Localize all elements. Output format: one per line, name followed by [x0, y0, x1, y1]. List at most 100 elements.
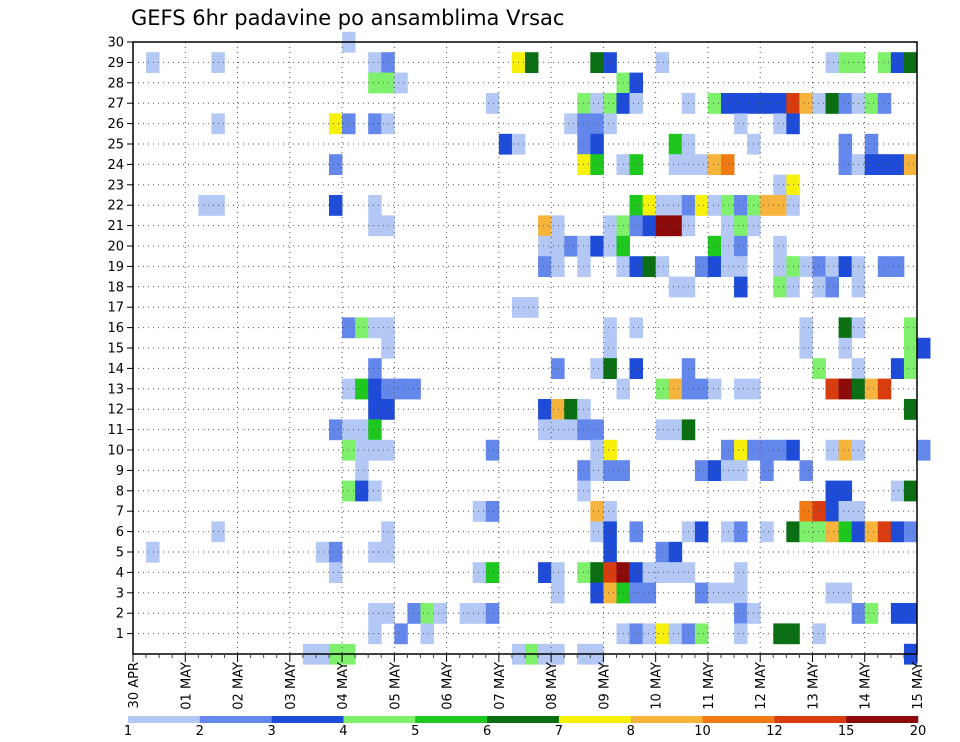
heatmap-cell [315, 541, 330, 563]
x-tick-label: 14 MAY [859, 662, 874, 710]
heatmap-cell [538, 399, 552, 420]
heatmap-cell [707, 460, 722, 481]
heatmap-cell [694, 582, 709, 604]
x-tick-label: 10 MAY [650, 662, 665, 710]
heatmap-cell [890, 256, 905, 277]
colorbar-label: 3 [267, 724, 275, 739]
heatmap-cell [903, 603, 918, 624]
heatmap-cell [551, 399, 565, 420]
heatmap-cell [812, 623, 826, 645]
heatmap-cell [577, 562, 591, 583]
heatmap-cell [877, 378, 892, 400]
heatmap-cell [799, 460, 813, 481]
heatmap-cell [734, 460, 748, 481]
heatmap-cell [721, 195, 735, 216]
colorbar-swatch [487, 716, 560, 723]
y-tick-label: 23 [107, 178, 124, 193]
colorbar-label: 20 [910, 724, 927, 739]
heatmap-cell [825, 501, 839, 522]
heatmap-cell [903, 154, 918, 175]
heatmap-cell [721, 439, 735, 461]
heatmap-cell [903, 52, 918, 73]
heatmap-cell [368, 419, 382, 441]
heatmap-cell [485, 93, 500, 114]
heatmap-cell [760, 195, 774, 216]
heatmap-cell [590, 154, 604, 175]
heatmap-cell [721, 215, 735, 237]
heatmap-cell [864, 378, 879, 400]
x-tick-label: 13 MAY [806, 662, 821, 710]
heatmap-cell [760, 439, 774, 461]
heatmap-cell [355, 317, 369, 339]
y-tick-label: 11 [107, 423, 124, 438]
heatmap-cell [721, 521, 735, 543]
grid-lines [132, 41, 918, 654]
heatmap-cell [472, 562, 487, 583]
heatmap-cell [799, 256, 813, 277]
heatmap-cell [629, 623, 643, 645]
heatmap-cell [890, 52, 905, 73]
colorbar: 1 2 3 4 5 6 7 8 10 12 15 20 [124, 716, 926, 739]
heatmap-cell [890, 358, 905, 379]
colorbar-label: 7 [555, 724, 563, 739]
heatmap-cell [890, 603, 905, 624]
heatmap-cell [877, 256, 892, 277]
heatmap-cell [485, 501, 500, 522]
heatmap-cell [760, 460, 774, 481]
colorbar-swatch [415, 716, 488, 723]
x-tick-label: 04 MAY [336, 662, 351, 710]
heatmap-cell [721, 582, 735, 604]
heatmap-cell [459, 603, 474, 624]
heatmap-cell [485, 562, 500, 583]
heatmap-cell [629, 72, 643, 94]
heatmap-cell [838, 93, 853, 114]
heatmap-cell [877, 93, 892, 114]
heatmap-cell [603, 562, 617, 583]
heatmap-cell [707, 235, 722, 257]
heatmap-cell [629, 582, 643, 604]
heatmap-cell [838, 378, 853, 400]
x-tick-label: 09 MAY [597, 662, 612, 710]
heatmap-cell [655, 256, 670, 277]
colorbar-label: 8 [627, 724, 635, 739]
heatmap-cell [603, 235, 617, 257]
heatmap-cell [838, 582, 853, 604]
heatmap-cell [577, 399, 591, 420]
heatmap-cell [694, 256, 709, 277]
x-tick-label: 12 MAY [754, 662, 769, 710]
heatmap-cell [773, 93, 787, 114]
heatmap-cell [721, 256, 735, 277]
heatmap-cell [838, 521, 853, 543]
heatmap-cell [329, 419, 343, 441]
heatmap-cell [629, 317, 643, 339]
colorbar-swatch [630, 716, 703, 723]
heatmap-cell [721, 460, 735, 481]
heatmap-cell [368, 623, 382, 645]
heatmap-cell [668, 154, 683, 175]
heatmap-cell [590, 113, 604, 135]
y-tick-label: 9 [116, 464, 124, 479]
x-tick-label: 06 MAY [441, 662, 456, 710]
x-tick-label: 03 MAY [284, 662, 299, 710]
heatmap-cell [564, 399, 578, 420]
heatmap-cell [694, 195, 709, 216]
heatmap-cell [668, 276, 683, 298]
y-tick-label: 1 [116, 627, 124, 642]
heatmap-cell [825, 582, 839, 604]
heatmap-cell [485, 439, 500, 461]
heatmap-cell [642, 215, 657, 237]
heatmap-cell [903, 521, 918, 543]
heatmap-cell [812, 501, 826, 522]
heatmap-cell [838, 256, 853, 277]
heatmap-cell [525, 297, 539, 318]
heatmap-cell [825, 93, 839, 114]
heatmap-cell [655, 52, 670, 73]
heatmap-cell [368, 113, 382, 135]
heatmap-cell [760, 521, 774, 543]
heatmap-cell [629, 521, 643, 543]
heatmap-cell [864, 133, 879, 155]
heatmap-cell [146, 541, 160, 563]
heatmap-cell [734, 215, 748, 237]
heatmap-cell [734, 582, 748, 604]
heatmap-cell [825, 480, 839, 502]
